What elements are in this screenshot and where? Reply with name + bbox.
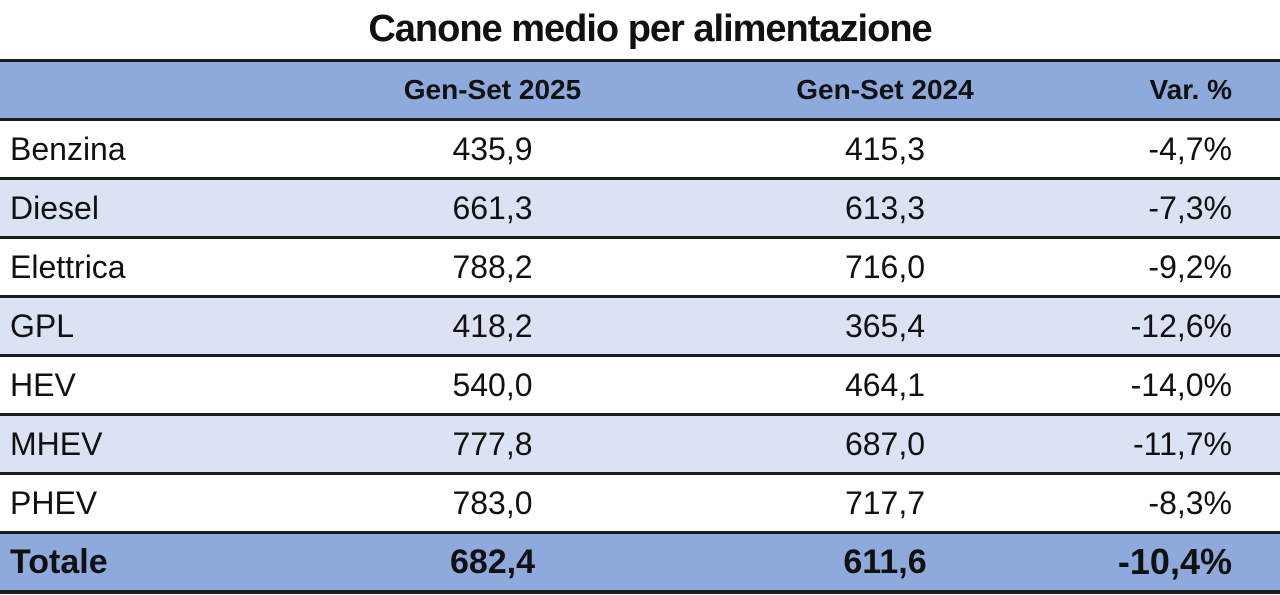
table-row-totale: Totale 682,4 611,6 -10,4% (0, 531, 1280, 590)
table-row-hev: HEV 540,0 464,1 -14,0% (0, 354, 1280, 413)
value-2024: 365,4 (844, 308, 926, 344)
value-2024: 716,0 (844, 249, 926, 285)
row-label: Elettrica (10, 249, 126, 285)
data-table: Gen-Set 2025 Gen-Set 2024 Var. % Benzina… (0, 59, 1280, 594)
value-var: -7,3% (1148, 190, 1232, 226)
value-2025: 540,0 (452, 367, 533, 403)
header-2024: Gen-Set 2024 (796, 74, 974, 105)
header-2025: Gen-Set 2025 (403, 74, 582, 105)
value-2024: 415,3 (844, 131, 926, 167)
row-label: Benzina (10, 131, 126, 167)
value-var: -11,7% (1132, 426, 1232, 462)
header-var: Var. % (1149, 74, 1232, 105)
page-title: Canone medio per alimentazione (368, 8, 932, 50)
row-label: MHEV (10, 426, 103, 462)
title-bar: Canone medio per alimentazione (0, 0, 1280, 59)
table-row-elettrica: Elettrica 788,2 716,0 -9,2% (0, 236, 1280, 295)
table-row-benzina: Benzina 435,9 415,3 -4,7% (0, 118, 1280, 177)
value-2024: 464,1 (844, 367, 926, 403)
value-2025: 435,9 (452, 131, 533, 167)
row-label: GPL (10, 308, 75, 344)
value-var: -8,3% (1148, 485, 1232, 521)
table-header-row: Gen-Set 2025 Gen-Set 2024 Var. % (0, 59, 1280, 118)
total-label: Totale (10, 543, 108, 581)
value-2025: 418,2 (452, 308, 533, 344)
total-var: -10,4% (1117, 541, 1232, 582)
table-row-mhev: MHEV 777,8 687,0 -11,7% (0, 413, 1280, 472)
row-label: Diesel (10, 190, 99, 226)
value-var: -12,6% (1130, 308, 1232, 344)
value-var: -9,2% (1148, 249, 1232, 285)
value-var: -14,0% (1130, 367, 1232, 403)
table-row-diesel: Diesel 661,3 613,3 -7,3% (0, 177, 1280, 236)
row-label: HEV (10, 367, 76, 403)
value-2025: 661,3 (452, 190, 533, 226)
table-row-phev: PHEV 783,0 717,7 -8,3% (0, 472, 1280, 531)
value-2025: 777,8 (452, 426, 533, 462)
total-2025: 682,4 (449, 543, 536, 581)
row-label: PHEV (10, 485, 98, 521)
table-row-gpl: GPL 418,2 365,4 -12,6% (0, 295, 1280, 354)
value-2024: 613,3 (844, 190, 926, 226)
total-2024: 611,6 (843, 543, 927, 581)
value-var: -4,7% (1148, 131, 1232, 167)
value-2024: 717,7 (844, 485, 926, 521)
value-2025: 783,0 (452, 485, 533, 521)
value-2025: 788,2 (452, 249, 533, 285)
value-2024: 687,0 (844, 426, 926, 462)
